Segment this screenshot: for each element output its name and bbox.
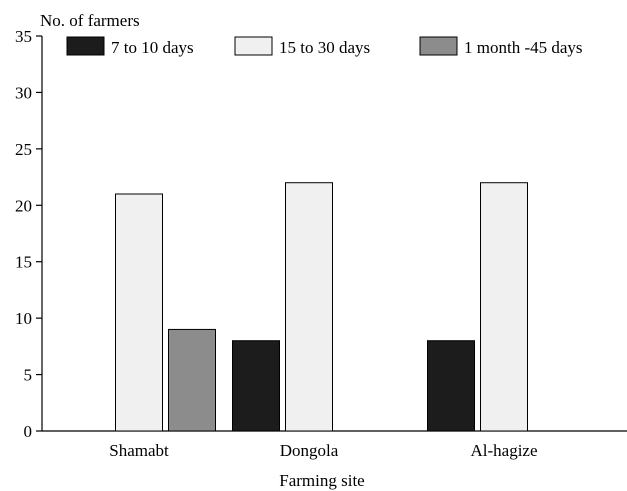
y-ticks: 0 5 10 15 20 25 30 35: [15, 27, 42, 441]
y-tick-label: 20: [15, 196, 32, 215]
x-axis-title: Farming site: [279, 471, 364, 490]
y-tick-label: 10: [15, 309, 32, 328]
y-tick-label: 30: [15, 83, 32, 102]
legend-label-1: 7 to 10 days: [111, 38, 194, 57]
x-tick-label: Dongola: [280, 441, 339, 460]
legend-label-2: 15 to 30 days: [279, 38, 370, 57]
y-tick-label: 15: [15, 253, 32, 272]
y-axis-title: No. of farmers: [40, 11, 140, 30]
x-tick-label: Shamabt: [109, 441, 169, 460]
y-tick-label: 35: [15, 27, 32, 46]
bar-dongola-series-1: [232, 340, 280, 432]
legend: 7 to 10 days 15 to 30 days 1 month -45 day…: [66, 36, 583, 57]
bar-al-hagize-series-1: [427, 340, 475, 432]
bar-shamabt-series-2: [115, 193, 163, 432]
bar-shamabt-series-3: [168, 328, 216, 432]
bar-dongola-series-2: [285, 182, 333, 432]
bars: [115, 182, 528, 432]
y-tick-label: 5: [24, 366, 33, 385]
legend-swatch-3: [419, 36, 458, 56]
legend-swatch-1: [66, 36, 105, 56]
bar-al-hagize-series-2: [480, 182, 528, 432]
x-tick-label: Al-hagize: [470, 441, 537, 460]
x-tick-labels: Shamabt Dongola Al-hagize: [109, 441, 537, 460]
y-tick-label: 0: [24, 422, 33, 441]
legend-label-3: 1 month -45 days: [464, 38, 583, 57]
legend-swatch-2: [234, 36, 273, 56]
y-tick-label: 25: [15, 140, 32, 159]
